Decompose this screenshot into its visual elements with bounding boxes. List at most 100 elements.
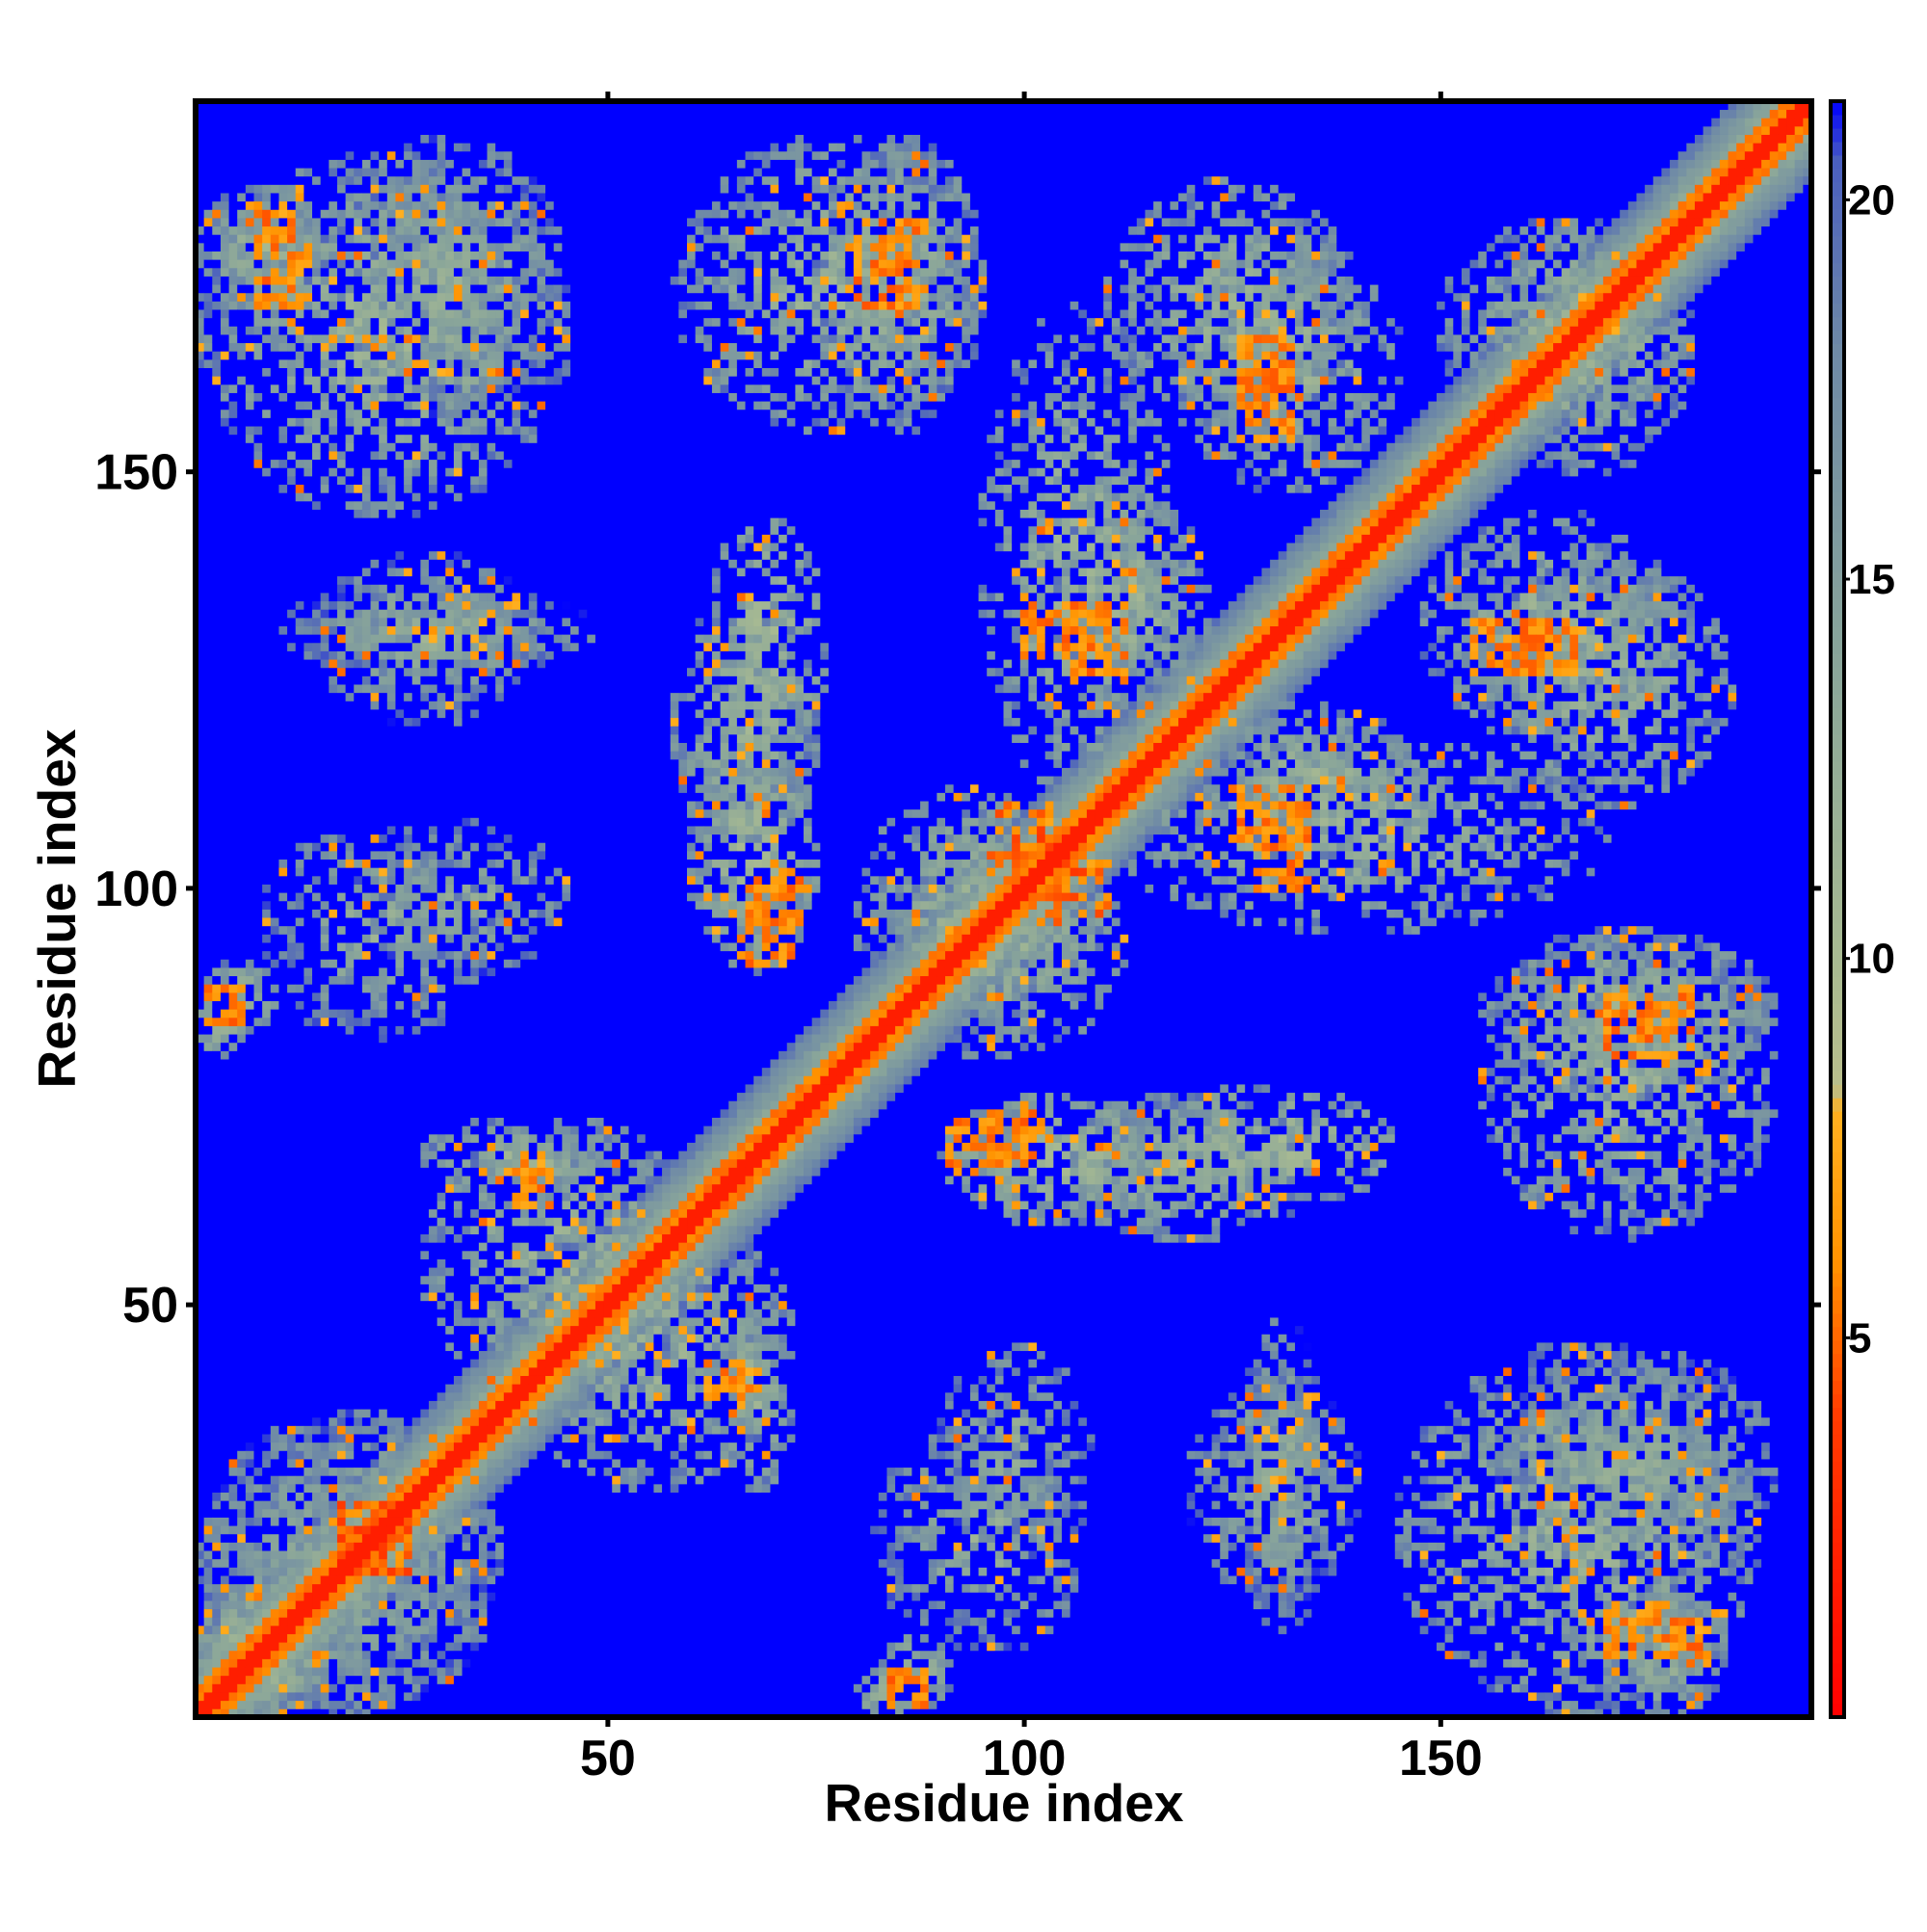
heatmap-cell	[312, 709, 322, 719]
heatmap-cell	[361, 917, 371, 927]
heatmap-cell	[312, 184, 322, 194]
heatmap-cell	[320, 1100, 330, 1110]
heatmap-cell	[253, 1416, 263, 1426]
heatmap-cell	[295, 593, 304, 602]
heatmap-cell	[312, 1034, 322, 1044]
heatmap-cell	[379, 692, 388, 701]
heatmap-cell	[354, 550, 363, 560]
heatmap-cell	[212, 751, 222, 760]
heatmap-cell	[287, 842, 297, 852]
heatmap-cell	[228, 984, 238, 993]
heatmap-cell	[329, 1309, 338, 1318]
heatmap-cell	[354, 751, 363, 760]
heatmap-cell	[203, 317, 213, 327]
heatmap-cell	[395, 1217, 405, 1227]
heatmap-cell	[370, 1192, 380, 1202]
heatmap-cell	[196, 817, 205, 827]
heatmap-cell	[203, 1092, 213, 1101]
heatmap-cell	[270, 1442, 279, 1451]
heatmap-cell	[253, 1450, 263, 1460]
heatmap-cell	[203, 1650, 213, 1659]
heatmap-cell	[312, 950, 322, 960]
heatmap-cell	[196, 1517, 205, 1526]
heatmap-cell	[312, 808, 322, 818]
heatmap-cell	[404, 517, 413, 527]
heatmap-cell	[312, 358, 322, 369]
heatmap-cell	[278, 1633, 288, 1643]
heatmap-cell	[304, 251, 313, 260]
heatmap-cell	[295, 1416, 304, 1426]
heatmap-cell	[395, 733, 405, 744]
heatmap-cell	[228, 834, 238, 843]
heatmap-cell	[336, 1092, 346, 1101]
heatmap-cell	[245, 1133, 254, 1143]
heatmap-cell	[295, 1642, 304, 1652]
heatmap-cell	[404, 684, 413, 694]
heatmap-cell	[287, 301, 297, 310]
heatmap-cell	[329, 1416, 338, 1426]
heatmap-cell	[196, 792, 205, 802]
heatmap-cell	[270, 1467, 279, 1476]
heatmap-cell	[262, 492, 272, 502]
heatmap-cell	[329, 1500, 338, 1510]
heatmap-cell	[361, 1158, 371, 1168]
heatmap-cell	[237, 143, 247, 152]
heatmap-cell	[262, 617, 272, 626]
heatmap-cell	[228, 1483, 238, 1493]
heatmap-cell	[370, 1533, 380, 1543]
heatmap-cell	[386, 1409, 396, 1418]
heatmap-cell	[336, 118, 346, 127]
heatmap-cell	[336, 1542, 346, 1551]
heatmap-cell	[312, 150, 322, 160]
heatmap-cell	[312, 175, 322, 185]
heatmap-cell	[320, 534, 330, 543]
heatmap-cell	[237, 884, 247, 893]
heatmap-cell	[196, 1025, 205, 1035]
heatmap-cell	[336, 584, 346, 594]
heatmap-cell	[379, 384, 388, 393]
heatmap-cell	[253, 1167, 263, 1177]
heatmap-cell	[336, 1650, 346, 1659]
heatmap-cell	[253, 534, 263, 543]
heatmap-cell	[237, 1300, 247, 1310]
heatmap-cell	[228, 534, 238, 543]
heatmap-cell	[253, 959, 263, 968]
heatmap-cell	[278, 593, 288, 602]
heatmap-cell	[237, 225, 247, 235]
heatmap-cell	[245, 1658, 254, 1668]
heatmap-cell	[220, 975, 229, 985]
heatmap-cell	[278, 1600, 288, 1610]
heatmap-cell	[312, 1442, 322, 1451]
heatmap-cell	[404, 500, 413, 510]
heatmap-cell	[354, 409, 363, 418]
heatmap-cell	[237, 1550, 247, 1560]
heatmap-cell	[262, 1133, 272, 1143]
heatmap-cell	[304, 168, 313, 177]
heatmap-cell	[379, 118, 388, 127]
heatmap-cell	[370, 609, 380, 619]
heatmap-cell	[312, 484, 322, 493]
heatmap-cell	[270, 509, 279, 518]
heatmap-cell	[237, 1508, 247, 1518]
heatmap-cell	[395, 376, 405, 385]
heatmap-cell	[354, 659, 363, 669]
heatmap-cell	[220, 342, 229, 352]
heatmap-cell	[320, 1151, 330, 1160]
heatmap-cell	[379, 767, 388, 777]
heatmap-cell	[237, 1708, 247, 1718]
heatmap-cell	[329, 1167, 338, 1177]
heatmap-cell	[370, 1409, 380, 1418]
heatmap-cell	[320, 701, 330, 710]
heatmap-cell	[245, 709, 254, 719]
heatmap-cell	[370, 975, 380, 985]
heatmap-cell	[237, 251, 247, 260]
heatmap-cell	[228, 1667, 238, 1677]
heatmap-cell	[320, 568, 330, 577]
heatmap-cell	[253, 1550, 263, 1560]
heatmap-cell	[270, 1017, 279, 1026]
heatmap-cell	[379, 967, 388, 977]
heatmap-cell	[228, 426, 238, 436]
heatmap-cell	[361, 1208, 371, 1218]
heatmap-cell	[203, 143, 213, 152]
heatmap-cell	[395, 1325, 405, 1335]
